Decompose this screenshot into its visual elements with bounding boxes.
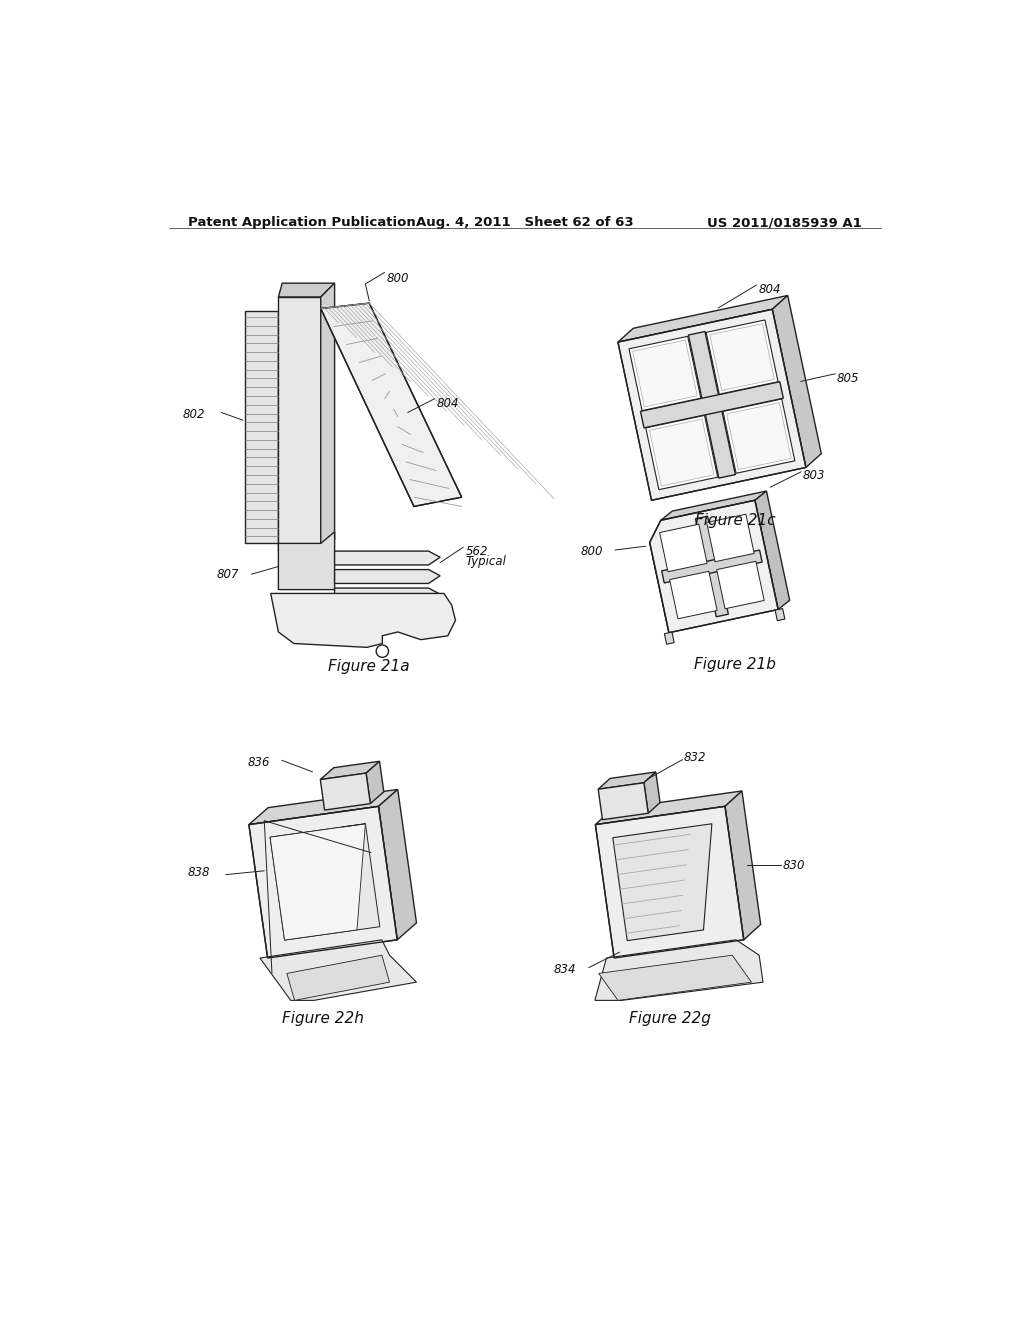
Text: 838: 838 (187, 866, 210, 879)
Text: Figure 21a: Figure 21a (329, 659, 410, 675)
Text: Patent Application Publication: Patent Application Publication (188, 216, 416, 230)
Polygon shape (649, 500, 778, 632)
Polygon shape (670, 572, 717, 619)
Polygon shape (695, 516, 728, 616)
Polygon shape (629, 337, 700, 411)
Text: 803: 803 (803, 470, 825, 483)
Polygon shape (279, 297, 321, 552)
Polygon shape (287, 956, 389, 1001)
Text: Aug. 4, 2011   Sheet 62 of 63: Aug. 4, 2011 Sheet 62 of 63 (416, 216, 634, 230)
Polygon shape (717, 561, 764, 609)
Polygon shape (598, 772, 655, 789)
Text: 830: 830 (783, 859, 806, 873)
Polygon shape (279, 532, 335, 590)
Polygon shape (270, 824, 380, 940)
Polygon shape (649, 533, 681, 632)
Text: 832: 832 (684, 751, 707, 764)
Text: Typical: Typical (466, 554, 507, 568)
Polygon shape (646, 416, 718, 490)
Polygon shape (644, 772, 660, 813)
Polygon shape (617, 309, 806, 500)
Polygon shape (279, 284, 335, 297)
Text: 805: 805 (837, 372, 859, 385)
Polygon shape (598, 783, 648, 820)
Polygon shape (633, 341, 697, 407)
Polygon shape (772, 296, 821, 467)
Polygon shape (245, 312, 279, 544)
Polygon shape (279, 347, 294, 397)
Polygon shape (662, 550, 762, 583)
Polygon shape (599, 956, 752, 1001)
Polygon shape (595, 940, 763, 1001)
Text: Figure 22h: Figure 22h (283, 1011, 364, 1026)
Polygon shape (707, 515, 755, 562)
Text: 802: 802 (183, 408, 206, 421)
Text: 804: 804 (437, 397, 460, 411)
Text: 807: 807 (217, 569, 240, 582)
Polygon shape (595, 807, 743, 958)
Polygon shape (321, 284, 335, 552)
Polygon shape (755, 491, 790, 610)
Polygon shape (321, 774, 371, 810)
Polygon shape (321, 304, 462, 507)
Circle shape (376, 645, 388, 657)
Polygon shape (595, 791, 742, 825)
Polygon shape (725, 791, 761, 940)
Text: Figure 21c: Figure 21c (694, 512, 775, 528)
Text: 562: 562 (466, 545, 488, 558)
Text: Figure 21b: Figure 21b (694, 657, 776, 672)
Text: 836: 836 (247, 756, 269, 770)
Polygon shape (279, 420, 294, 490)
Polygon shape (270, 824, 366, 940)
Polygon shape (660, 491, 766, 520)
Polygon shape (649, 418, 714, 486)
Polygon shape (379, 789, 417, 940)
Polygon shape (727, 403, 792, 470)
Polygon shape (260, 940, 417, 1001)
Polygon shape (249, 807, 397, 958)
Polygon shape (617, 296, 787, 342)
Polygon shape (710, 323, 774, 391)
Polygon shape (335, 570, 440, 583)
Text: 800: 800 (387, 272, 410, 285)
Polygon shape (612, 824, 712, 941)
Polygon shape (775, 609, 784, 620)
Polygon shape (366, 762, 384, 804)
Polygon shape (321, 762, 380, 780)
Polygon shape (335, 589, 440, 602)
Text: Figure 22g: Figure 22g (629, 1011, 711, 1026)
Polygon shape (335, 552, 440, 565)
Polygon shape (640, 381, 783, 428)
Text: 800: 800 (581, 545, 603, 558)
Polygon shape (723, 399, 795, 474)
Text: 804: 804 (758, 282, 780, 296)
Polygon shape (270, 594, 456, 647)
Polygon shape (249, 789, 397, 825)
Polygon shape (688, 331, 735, 478)
Polygon shape (665, 632, 674, 644)
Text: 834: 834 (554, 964, 577, 977)
Polygon shape (707, 319, 778, 395)
Polygon shape (659, 524, 708, 572)
Text: US 2011/0185939 A1: US 2011/0185939 A1 (708, 216, 862, 230)
